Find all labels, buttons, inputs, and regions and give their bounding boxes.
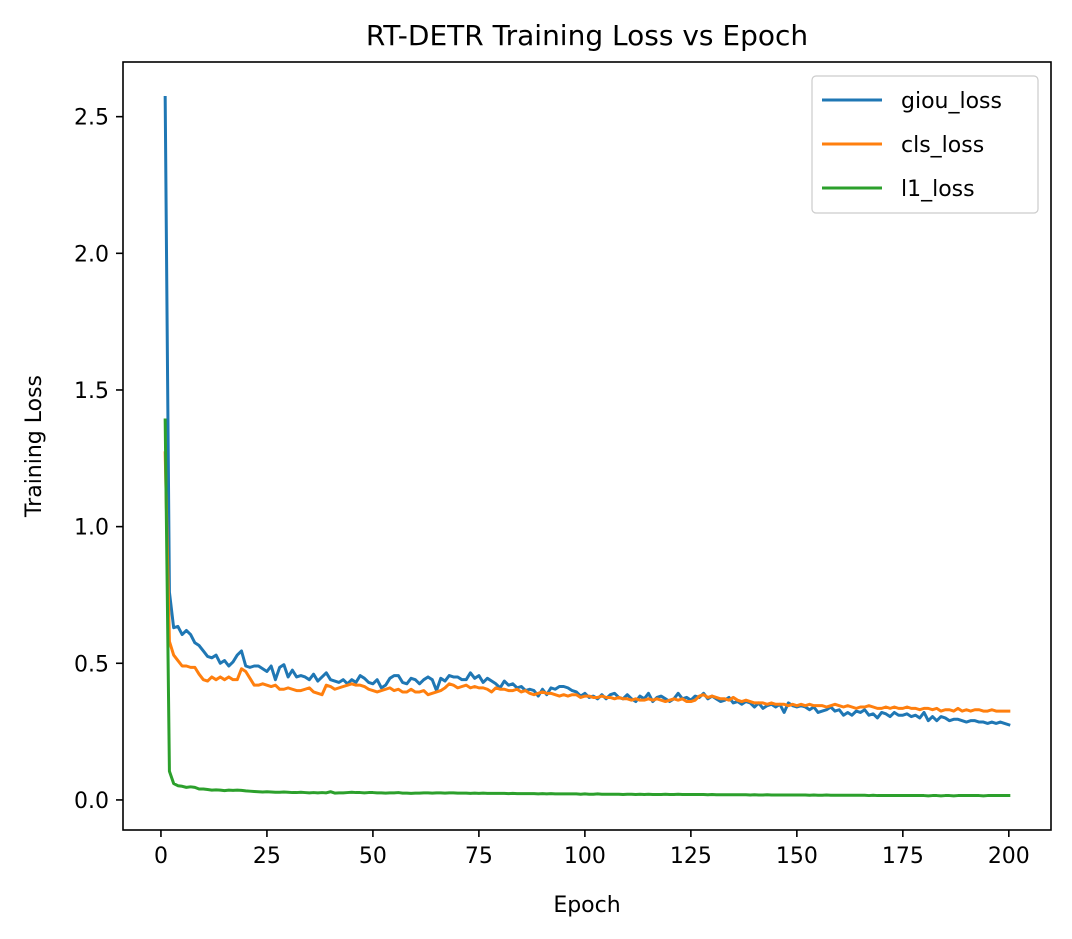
plot-area — [122, 61, 1052, 831]
chart-title: RT-DETR Training Loss vs Epoch — [366, 19, 808, 52]
x-axis: 0 25 50 75 100 125 150 175 200 — [154, 830, 1030, 869]
y-tick-label: 0.0 — [74, 789, 109, 814]
x-tick-label: 25 — [253, 844, 281, 869]
x-tick-label: 0 — [154, 844, 168, 869]
legend: giou_loss cls_loss l1_loss — [811, 75, 1039, 214]
legend-frame — [811, 75, 1039, 214]
legend-label-l1-loss: l1_loss — [901, 177, 975, 202]
x-tick-label: 50 — [359, 844, 387, 869]
x-tick-label: 100 — [564, 844, 606, 869]
x-tick-label: 175 — [882, 844, 924, 869]
y-axis-label: Training Loss — [22, 375, 47, 518]
series-line-l1-loss — [163, 418, 1011, 798]
x-tick-label: 150 — [776, 844, 818, 869]
x-tick-label: 200 — [988, 844, 1030, 869]
legend-label-cls-loss: cls_loss — [901, 133, 984, 158]
legend-items: giou_loss cls_loss l1_loss — [822, 89, 1002, 202]
x-axis-label: Epoch — [553, 893, 620, 918]
y-tick-label: 1.0 — [74, 516, 109, 541]
series-layer — [163, 96, 1011, 798]
x-tick-label: 75 — [465, 844, 493, 869]
y-tick-label: 1.5 — [74, 379, 109, 404]
legend-label-giou-loss: giou_loss — [901, 89, 1002, 114]
y-tick-label: 0.5 — [74, 652, 109, 677]
x-tick-label: 125 — [670, 844, 712, 869]
y-axis: 0.0 0.5 1.0 1.5 2.0 2.5 — [74, 106, 123, 814]
axes-frame — [122, 61, 1052, 831]
y-tick-label: 2.0 — [74, 242, 109, 267]
series-line-cls-loss — [163, 451, 1011, 713]
y-tick-label: 2.5 — [74, 106, 109, 131]
